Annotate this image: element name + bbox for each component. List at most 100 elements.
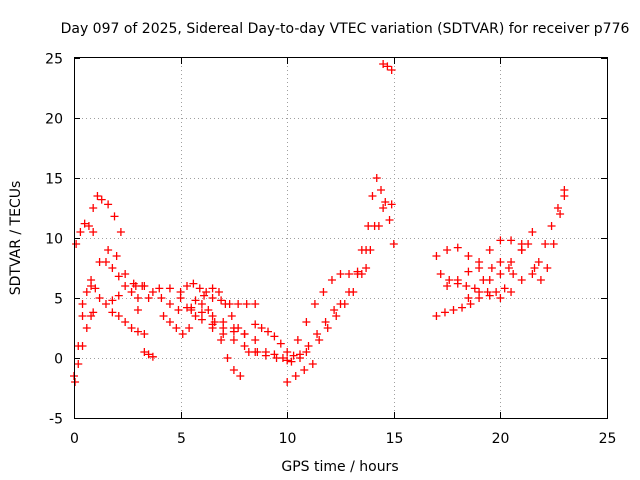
data-point bbox=[291, 372, 300, 380]
x-tick-label: 15 bbox=[386, 431, 404, 447]
data-point bbox=[74, 360, 83, 368]
series-sat-r bbox=[293, 264, 371, 344]
data-point bbox=[487, 264, 496, 272]
data-point bbox=[528, 270, 537, 278]
data-point bbox=[304, 342, 313, 350]
data-point bbox=[95, 294, 104, 302]
data-point bbox=[101, 258, 110, 266]
data-point bbox=[509, 270, 518, 278]
data-point bbox=[368, 192, 377, 200]
data-point bbox=[72, 240, 81, 248]
data-point bbox=[104, 200, 113, 209]
data-point bbox=[507, 258, 516, 266]
data-point bbox=[556, 210, 565, 218]
x-tick-label: 20 bbox=[492, 431, 510, 447]
series-sat-cc bbox=[528, 192, 569, 278]
data-point bbox=[283, 378, 292, 386]
data-point bbox=[208, 294, 217, 302]
data-point bbox=[496, 236, 505, 245]
x-tick-label: 0 bbox=[70, 431, 79, 447]
data-point bbox=[159, 312, 168, 320]
chart-title: Day 097 of 2025, Sidereal Day-to-day VTE… bbox=[61, 21, 630, 37]
data-point bbox=[121, 318, 130, 326]
data-point bbox=[553, 204, 562, 212]
data-point bbox=[108, 264, 117, 272]
data-point bbox=[140, 282, 149, 290]
data-point bbox=[257, 324, 266, 332]
data-point bbox=[517, 276, 526, 284]
data-point bbox=[330, 306, 339, 314]
data-point bbox=[377, 186, 386, 194]
data-point bbox=[165, 300, 174, 308]
data-point bbox=[560, 192, 569, 200]
data-point bbox=[534, 258, 543, 266]
data-point bbox=[197, 300, 206, 308]
series-sat-c bbox=[72, 219, 98, 248]
data-point bbox=[543, 264, 552, 272]
data-point bbox=[357, 246, 366, 254]
x-axis-label: GPS time / hours bbox=[281, 459, 398, 475]
data-point bbox=[234, 324, 243, 332]
data-point bbox=[308, 360, 317, 368]
data-point bbox=[453, 276, 462, 284]
series-sat-k bbox=[159, 300, 245, 380]
data-point bbox=[208, 284, 217, 293]
series-sat-b bbox=[71, 308, 98, 386]
data-point bbox=[110, 212, 119, 221]
data-point bbox=[148, 288, 157, 296]
data-point bbox=[327, 276, 336, 284]
data-point bbox=[89, 204, 98, 212]
series-sat-aa bbox=[464, 276, 526, 302]
data-point bbox=[381, 198, 390, 206]
data-point bbox=[219, 330, 228, 338]
data-point bbox=[101, 300, 110, 308]
data-point bbox=[475, 258, 484, 266]
data-point bbox=[332, 312, 341, 320]
data-point bbox=[336, 270, 345, 278]
data-point bbox=[295, 354, 304, 362]
data-point bbox=[443, 246, 452, 254]
data-point bbox=[97, 195, 106, 204]
data-point bbox=[517, 246, 526, 254]
data-point bbox=[185, 324, 194, 332]
data-point bbox=[289, 351, 298, 360]
data-point bbox=[379, 60, 388, 68]
data-point bbox=[496, 258, 505, 266]
data-point bbox=[315, 336, 324, 344]
data-point bbox=[470, 284, 479, 293]
data-point bbox=[507, 236, 516, 245]
data-point bbox=[492, 288, 501, 296]
y-tick-label: 5 bbox=[54, 292, 63, 308]
series-sat-g bbox=[108, 308, 149, 338]
series-sat-f bbox=[101, 258, 142, 302]
data-point bbox=[112, 252, 121, 260]
data-point bbox=[80, 219, 89, 228]
data-point bbox=[121, 270, 130, 278]
data-point bbox=[321, 318, 330, 326]
series-sat-z bbox=[443, 236, 516, 290]
data-point bbox=[157, 294, 166, 302]
data-point bbox=[87, 276, 96, 284]
x-tick-label: 10 bbox=[279, 431, 297, 447]
data-point bbox=[144, 350, 153, 359]
data-point bbox=[165, 318, 174, 326]
data-point bbox=[445, 276, 454, 284]
data-point bbox=[507, 288, 516, 296]
data-point bbox=[236, 372, 245, 380]
data-point bbox=[432, 312, 441, 320]
data-point bbox=[114, 272, 123, 281]
y-tick-label: 0 bbox=[54, 352, 63, 368]
data-point bbox=[155, 284, 164, 293]
data-point bbox=[462, 282, 471, 290]
data-points bbox=[70, 60, 569, 386]
data-point bbox=[244, 348, 253, 356]
data-point bbox=[464, 252, 473, 260]
data-point bbox=[496, 294, 505, 302]
data-point bbox=[78, 300, 87, 308]
data-point bbox=[187, 306, 196, 314]
x-tick-label: 25 bbox=[599, 431, 617, 447]
y-tick-label: 15 bbox=[45, 172, 63, 188]
data-point bbox=[84, 222, 93, 230]
data-point bbox=[504, 264, 513, 272]
